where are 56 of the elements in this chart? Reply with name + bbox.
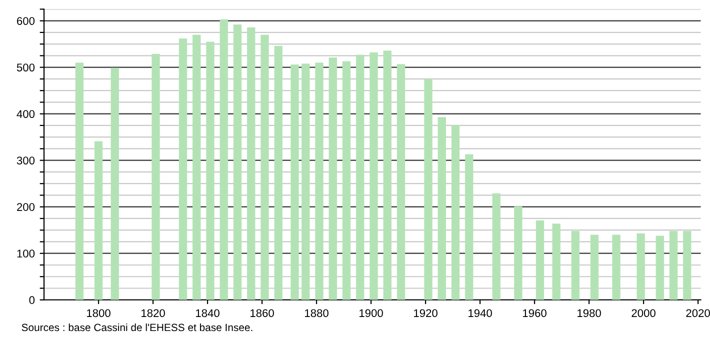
bar [178,38,188,300]
x-tick-label: 1840 [196,309,220,318]
bar [552,224,560,300]
x-tick-label: 1960 [523,309,546,318]
bar [75,62,84,300]
bar [342,61,351,300]
y-tick-label: 200 [17,203,35,211]
bar [356,54,364,300]
bar [94,141,103,300]
bar [656,236,664,300]
bar [424,78,432,300]
x-tick-label: 1900 [360,309,383,318]
y-tick-label: 300 [16,156,35,164]
x-tick-label: 2020 [686,309,710,318]
bar [636,233,645,300]
x-tick-label: 1860 [250,309,274,318]
bar [612,234,620,300]
bar [260,34,269,300]
bar [110,68,119,300]
bar [247,27,256,300]
bar [465,154,474,300]
bar [315,62,324,300]
bar [492,193,500,300]
bar [683,231,692,300]
bar [370,52,378,300]
x-tick-label: 1800 [87,309,110,318]
bar [302,64,310,300]
bar [669,231,678,300]
bar [396,64,406,300]
bar [233,24,242,300]
x-tick-label: 2000 [632,309,656,318]
bar [328,58,337,300]
bar [438,117,446,300]
bar [514,206,522,300]
x-tick-label: 1920 [414,309,438,318]
bar [206,42,214,300]
bar [290,64,299,300]
bar [383,50,392,300]
bar [571,231,580,300]
x-tick-label: 1940 [468,309,492,318]
bar [451,125,460,300]
bar [152,54,160,300]
y-tick-label: 100 [17,250,35,258]
x-tick-label: 1880 [305,309,328,318]
y-tick-label: 600 [17,17,35,25]
bar [590,234,599,300]
bar [536,220,544,300]
y-tick-label: 500 [16,64,35,72]
x-tick-label: 1980 [578,309,601,318]
y-tick-label: 0 [29,296,35,304]
x-tick-label: 1820 [142,309,165,318]
bar [274,46,282,300]
y-tick-label: 400 [16,110,35,118]
bar [192,34,201,300]
source-note: Sources : base Cassini de l'EHESS et base Insee. [22,323,252,332]
bar [220,19,228,300]
